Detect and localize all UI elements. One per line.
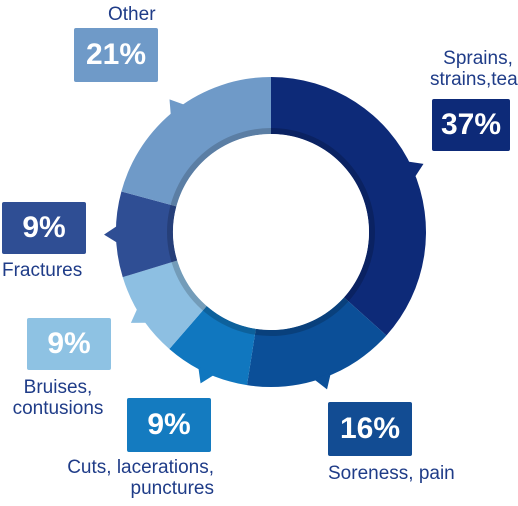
value-label-fractures: 9% (22, 211, 66, 244)
donut-hole (173, 134, 369, 330)
slice-pointer-other (169, 99, 186, 117)
pointer-group (104, 99, 424, 390)
value-badge-other: 21% (74, 28, 158, 82)
slice-label-other: Other (108, 4, 156, 25)
value-label-soreness: 16% (339, 412, 401, 445)
donut-inner-shadow (167, 128, 375, 336)
donut-slice-bruises (122, 260, 207, 349)
value-badge-soreness: 16% (328, 402, 412, 456)
value-label-cuts: 9% (147, 408, 191, 441)
slice-label-sprains: Sprains, strains,tears (430, 48, 518, 90)
slice-pointer-fractures (104, 225, 119, 244)
value-label-sprains: 37% (440, 108, 502, 141)
slice-label-cuts: Cuts, lacerations, punctures (67, 457, 214, 499)
value-label-other: 21% (85, 38, 147, 71)
donut-slice-other (121, 77, 271, 207)
value-badge-fractures: 9% (2, 202, 86, 254)
value-badge-bruises: 9% (27, 318, 111, 370)
slice-group (115, 77, 426, 387)
slice-label-fractures: Fractures (2, 260, 83, 281)
donut-slice-sprains (271, 77, 426, 336)
donut-slice-fractures (115, 191, 178, 278)
value-badge-cuts: 9% (127, 398, 211, 452)
slice-label-bruises: Bruises, contusions (12, 377, 104, 419)
value-badge-sprains: 37% (432, 99, 510, 151)
donut-slice-soreness (246, 297, 387, 387)
donut-slice-cuts (169, 305, 256, 386)
slice-pointer-bruises (130, 307, 148, 323)
slice-pointer-sprains (406, 161, 424, 179)
slice-pointer-soreness (313, 372, 331, 390)
slice-pointer-cuts (198, 366, 215, 384)
slice-label-soreness: Soreness, pain (328, 463, 455, 484)
value-label-bruises: 9% (47, 327, 91, 360)
